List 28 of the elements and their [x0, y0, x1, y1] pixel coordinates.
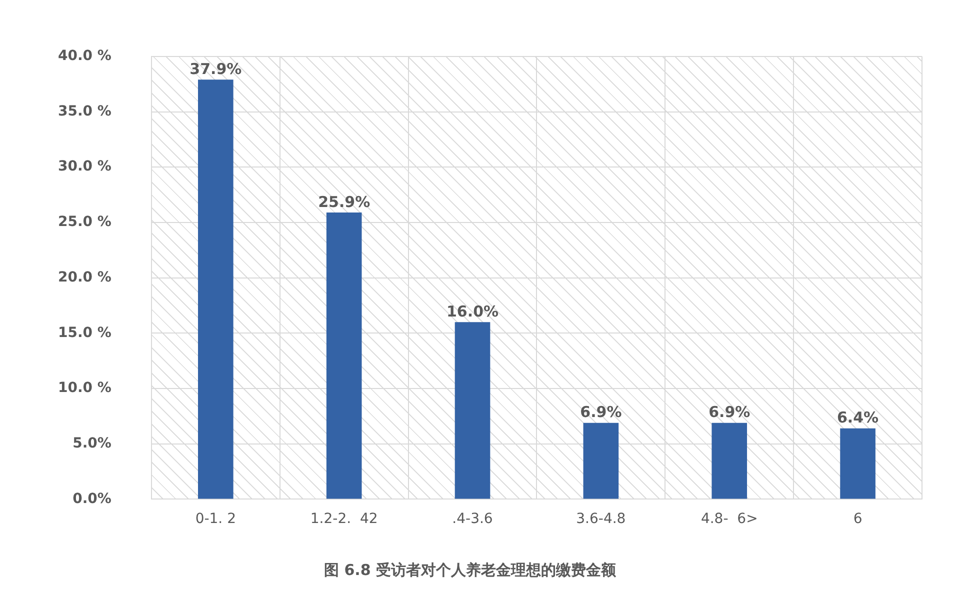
y-tick-label: 0.0%	[72, 490, 112, 507]
data-label: 16.0%	[446, 302, 499, 320]
data-label: 25.9%	[318, 192, 370, 211]
data-label: 6.4%	[836, 408, 879, 427]
y-tick-label: 40.0 %	[58, 48, 112, 64]
x-tick-label: 1.2-2. 42	[310, 511, 378, 528]
y-tick-label: 5.0%	[72, 435, 112, 452]
y-tick-label: 25.0 %	[58, 214, 112, 230]
x-tick-label: 4.8- 6>	[700, 511, 758, 528]
y-tick-label: 30.0 %	[58, 158, 112, 175]
y-tick-label: 20.0 %	[58, 269, 112, 286]
x-tick-label: 3.6-4.8	[576, 511, 626, 528]
x-tick-label: 6	[853, 511, 862, 528]
data-label: 6.9%	[708, 403, 750, 422]
x-tick-label: 0-1. 2	[195, 511, 236, 528]
x-tick-label: .4-3.6	[452, 511, 493, 528]
bar	[326, 212, 362, 499]
bar	[840, 428, 876, 499]
bar	[454, 322, 490, 499]
bar	[712, 422, 748, 499]
y-tick-label: 35.0 %	[58, 103, 112, 120]
text: 图 6.8 受访者对个人养老金理想的缴费金额	[324, 560, 617, 579]
bar	[583, 422, 619, 499]
y-tick-label: 10.0 %	[58, 380, 112, 396]
bar	[198, 80, 234, 499]
data-label: 6.9%	[580, 403, 622, 422]
data-label: 37.9%	[190, 60, 242, 78]
y-tick-label: 15.0 %	[58, 324, 112, 341]
